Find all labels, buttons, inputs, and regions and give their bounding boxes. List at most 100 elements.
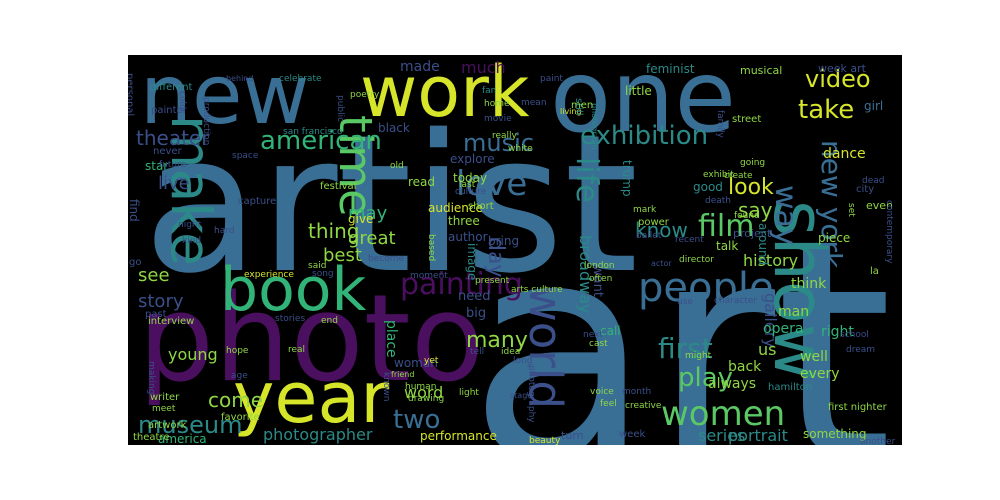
word-production: production: [201, 97, 211, 146]
word-hard: hard: [214, 226, 235, 236]
word-musical: musical: [740, 64, 783, 77]
word-going: going: [740, 158, 766, 168]
word-painting: painting: [400, 267, 523, 302]
word-trump: trump: [620, 160, 634, 197]
word-capture: capture: [238, 196, 277, 207]
word-american: american: [260, 126, 382, 156]
word-two: two: [393, 405, 441, 435]
word-mean: mean: [521, 98, 547, 108]
word-last: last: [459, 180, 476, 190]
word-city: city: [856, 184, 875, 195]
word-best: best: [323, 245, 362, 266]
word-give: give: [348, 212, 374, 226]
word-story: story: [138, 291, 184, 312]
word-read: read: [408, 175, 436, 189]
word-favorite: favorite: [221, 412, 260, 423]
word-opera: opera: [763, 321, 804, 337]
word-black: black: [378, 121, 410, 135]
word-dead: dead: [862, 176, 885, 186]
word-actor: actor: [651, 259, 672, 268]
word-theatre: theatre: [133, 432, 170, 443]
word-artist: artist: [143, 94, 639, 315]
word-take: take: [798, 95, 855, 125]
word-yet: yet: [424, 356, 439, 366]
word-us: us: [758, 340, 777, 359]
word-end: end: [321, 316, 338, 326]
word-drawing: drawing: [408, 394, 445, 404]
word-arts-culture: arts culture: [511, 285, 563, 295]
word-live: live: [158, 173, 190, 194]
word-something: something: [803, 427, 867, 441]
word-ballet: ballet: [636, 231, 662, 241]
word-come: come: [208, 388, 264, 412]
word-short: short: [468, 201, 494, 212]
word-see: see: [138, 265, 170, 286]
word-fan: fan: [482, 86, 497, 96]
word-exhibition: exhibition: [580, 121, 709, 151]
word-meet: meet: [152, 404, 176, 414]
word-living: living: [560, 107, 582, 116]
word-week-art: week art: [818, 62, 866, 75]
word-right: right: [821, 324, 854, 340]
word-school: school: [840, 330, 869, 340]
word-paint: paint: [540, 74, 563, 84]
word-go: go: [129, 257, 142, 268]
word-play: play: [678, 363, 734, 393]
word-celebrate: celebrate: [279, 74, 322, 84]
word-director: director: [679, 255, 714, 265]
word-making: making: [146, 361, 156, 395]
word-past: past: [145, 309, 167, 320]
word-color: color: [177, 91, 187, 114]
word-personal: personal: [128, 73, 135, 117]
word-big: big: [466, 306, 487, 321]
word-present: present: [475, 276, 510, 286]
word-idea: idea: [501, 347, 521, 357]
word-dream: dream: [846, 345, 876, 355]
word-photo: photo: [138, 270, 485, 409]
word-feminist: feminist: [646, 62, 695, 76]
word-call: call: [600, 324, 621, 338]
word-work: work: [360, 55, 530, 133]
word-say: say: [738, 198, 773, 222]
word-contemporary: contemporary: [884, 200, 894, 264]
word-cast: cast: [589, 339, 608, 349]
word-behind: behind: [226, 74, 254, 83]
word-create: create: [724, 171, 753, 181]
word-piece: piece: [818, 231, 851, 245]
word-beauty: beauty: [529, 436, 561, 446]
word-much: much: [461, 58, 506, 77]
word-video: video: [805, 65, 871, 93]
word-hamilton: hamilton: [768, 382, 813, 393]
word-found: found: [734, 211, 760, 221]
word-month: month: [622, 387, 652, 397]
word-women: women: [661, 394, 786, 434]
word-series: series: [698, 426, 746, 445]
word-recent: recent: [675, 235, 704, 245]
word-song: song: [312, 269, 334, 279]
word-night: night: [178, 220, 202, 230]
word-word: word: [404, 383, 444, 402]
word-based: based: [426, 234, 436, 262]
word-stories: stories: [275, 314, 306, 324]
word-kind: kind: [182, 236, 202, 246]
word-art: art: [468, 178, 893, 446]
word-bring: bring: [488, 234, 520, 248]
word-history: history: [743, 251, 799, 270]
word-even: even: [866, 199, 894, 212]
word-experience: experience: [244, 270, 294, 280]
word-men: men: [571, 100, 594, 111]
word-age: age: [231, 371, 248, 381]
word-set: set: [846, 203, 856, 217]
word-writer: writer: [150, 392, 180, 403]
word-mark: mark: [633, 205, 657, 215]
word-dance: dance: [823, 146, 866, 162]
word-many: many: [466, 328, 528, 353]
word-people: people: [638, 265, 774, 311]
word-movie: movie: [484, 114, 512, 124]
word-la: la: [870, 266, 879, 277]
word-life: life: [569, 157, 604, 203]
word-next: next: [583, 330, 603, 340]
word-star: star: [145, 159, 169, 173]
word-real: real: [288, 345, 306, 355]
word-friend: friend: [391, 370, 415, 379]
